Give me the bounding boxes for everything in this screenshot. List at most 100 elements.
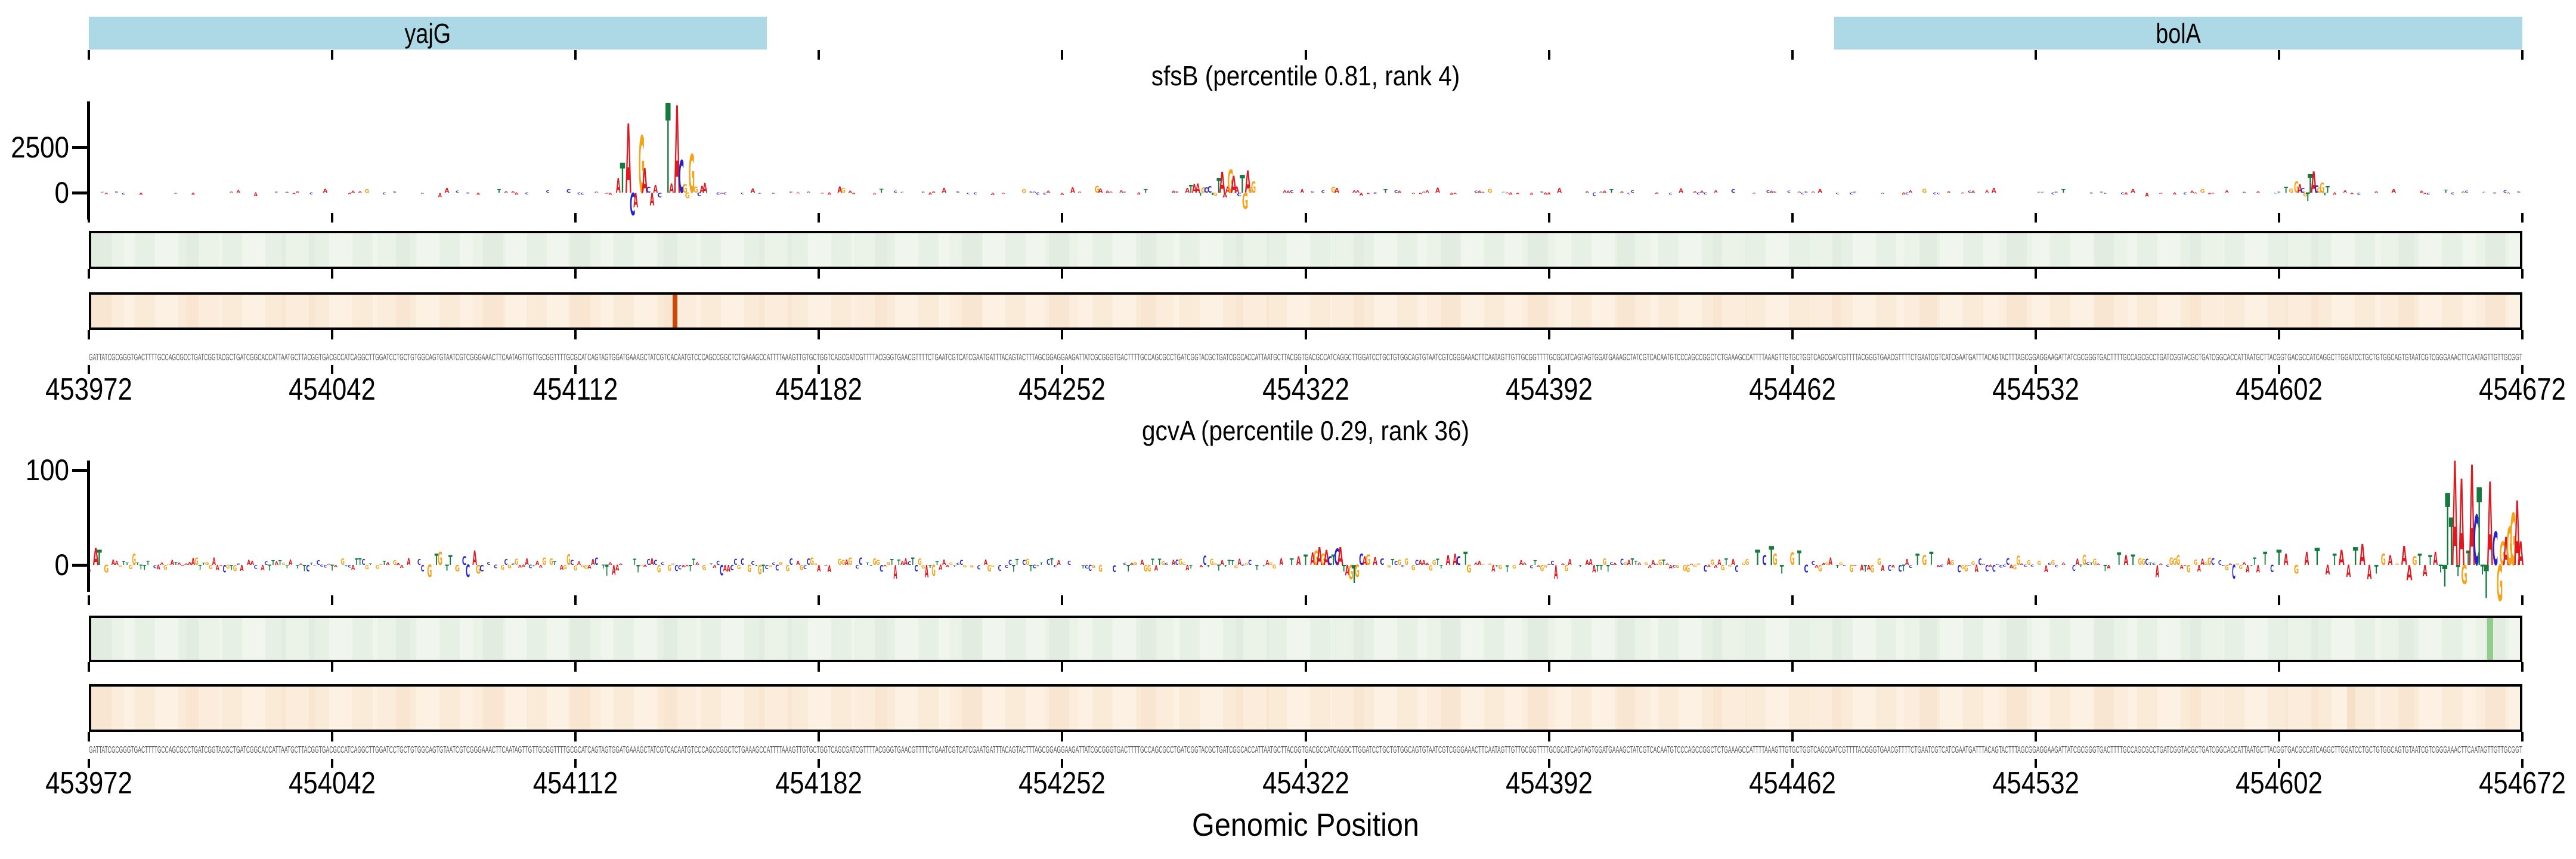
svg-text:G: G: [1144, 563, 1148, 574]
svg-text:A: A: [1586, 191, 1589, 193]
logo-axis-tick: [331, 595, 334, 605]
track-axis-tick: [88, 269, 90, 279]
svg-text:A: A: [1172, 560, 1175, 567]
x-tick-label: 454602: [2236, 766, 2323, 801]
svg-text:T: T: [1495, 564, 1498, 568]
svg-text:G: G: [1092, 564, 1096, 569]
svg-text:C: C: [1696, 192, 1700, 195]
svg-text:C: C: [658, 192, 662, 199]
svg-text:C: C: [1933, 192, 1937, 195]
svg-text:A: A: [1860, 564, 1864, 573]
track-axis-tick: [331, 269, 334, 279]
svg-text:A: A: [1109, 191, 1113, 193]
svg-text:A: A: [1154, 563, 1159, 573]
svg-text:T: T: [271, 560, 275, 567]
svg-text:A: A: [1130, 563, 1134, 566]
x-axis-tick: [1304, 365, 1307, 374]
svg-text:A: A: [1363, 554, 1367, 568]
panel-title-sfsB: sfsB (percentile 0.81, rank 4): [1151, 60, 1460, 91]
svg-text:A: A: [1301, 189, 1304, 194]
svg-text:C: C: [630, 187, 635, 223]
svg-text:C: C: [2451, 192, 2454, 195]
svg-text:A: A: [2211, 193, 2215, 194]
svg-text:C: C: [417, 558, 421, 567]
svg-text:G: G: [427, 562, 432, 582]
svg-text:C: C: [566, 189, 571, 194]
gene-axis-tick: [1547, 50, 1550, 60]
svg-text:A: A: [240, 564, 243, 573]
svg-text:A: A: [2420, 190, 2424, 194]
svg-text:A: A: [2243, 192, 2247, 193]
orange-heatmap-track-gcvA: [89, 684, 2522, 732]
gene-axis-tick: [2277, 50, 2280, 60]
track-axis-tick: [88, 330, 90, 339]
svg-text:C: C: [528, 564, 532, 570]
svg-text:G: G: [1098, 563, 1103, 574]
x-axis-tick: [574, 365, 577, 374]
svg-text:A: A: [1714, 190, 1718, 193]
svg-text:C: C: [661, 561, 664, 566]
svg-text:A: A: [807, 191, 811, 193]
svg-text:A: A: [2339, 546, 2345, 570]
svg-text:C: C: [122, 192, 125, 196]
svg-text:T: T: [1189, 184, 1193, 196]
svg-text:A: A: [296, 191, 299, 193]
svg-text:T: T: [633, 557, 637, 567]
svg-text:A: A: [873, 193, 877, 195]
svg-text:A: A: [577, 560, 581, 566]
svg-text:A: A: [1770, 190, 1773, 193]
x-axis-tick: [818, 759, 821, 768]
svg-text:C: C: [1022, 560, 1026, 567]
svg-text:A: A: [2487, 460, 2493, 593]
svg-text:C: C: [1456, 554, 1460, 568]
svg-text:A: A: [1283, 190, 1287, 193]
svg-text:A: A: [1627, 560, 1631, 567]
svg-text:G: G: [2093, 557, 2097, 567]
svg-text:G: G: [1244, 563, 1249, 566]
svg-text:A: A: [1185, 564, 1189, 572]
svg-text:G: G: [2239, 564, 2243, 571]
track-axis-tick: [574, 732, 577, 741]
svg-text:A: A: [1592, 564, 1596, 575]
svg-text:T: T: [1012, 564, 1015, 574]
svg-text:C: C: [2166, 564, 2169, 567]
svg-text:T: T: [1158, 557, 1162, 567]
svg-text:T: T: [2326, 185, 2330, 196]
svg-text:C: C: [1669, 192, 1673, 196]
svg-text:C: C: [2100, 191, 2104, 193]
svg-text:G: G: [566, 552, 571, 568]
svg-text:G: G: [233, 563, 237, 573]
svg-text:T: T: [1050, 557, 1054, 568]
svg-text:C: C: [362, 558, 366, 567]
svg-text:A: A: [171, 560, 174, 567]
logo-axis-tick: [574, 213, 577, 223]
svg-text:A: A: [2452, 452, 2458, 600]
svg-text:T: T: [2466, 547, 2470, 570]
svg-text:A: A: [1947, 191, 1951, 193]
svg-text:A: A: [587, 564, 592, 570]
svg-text:G: G: [2204, 561, 2208, 566]
svg-text:T: T: [1836, 564, 1840, 569]
svg-text:A: A: [796, 193, 800, 194]
svg-text:G: G: [2510, 499, 2516, 582]
svg-text:G: G: [163, 564, 168, 572]
svg-text:C: C: [900, 192, 904, 193]
x-tick-label: 454182: [775, 372, 863, 407]
svg-text:A: A: [2343, 190, 2348, 193]
green-heatmap-track-gcvA: [89, 616, 2522, 662]
svg-text:C: C: [115, 191, 119, 193]
svg-text:A: A: [1707, 564, 1711, 568]
svg-text:A: A: [1453, 551, 1457, 568]
orange-track-highlight-line: [673, 295, 678, 327]
svg-text:G: G: [1487, 188, 1492, 194]
svg-text:G: G: [918, 557, 922, 567]
svg-text:G: G: [887, 561, 891, 566]
svg-text:T: T: [936, 561, 939, 566]
track-axis-tick: [1304, 732, 1307, 741]
svg-text:A: A: [104, 193, 108, 195]
svg-text:A: A: [2228, 563, 2232, 566]
svg-text:A: A: [2391, 189, 2396, 194]
x-axis-tick: [88, 365, 90, 374]
x-tick-label: 453972: [45, 766, 132, 801]
svg-text:C: C: [674, 563, 678, 573]
